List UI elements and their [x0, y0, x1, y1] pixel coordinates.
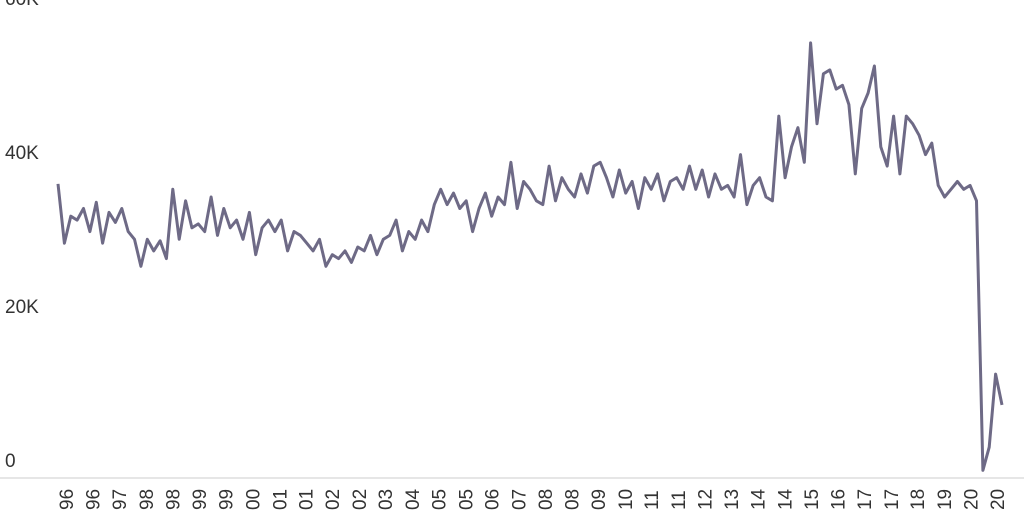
x-tick-label: 20	[988, 489, 1009, 510]
x-tick-label: 97	[110, 489, 131, 510]
y-tick-label: 40K	[5, 143, 39, 164]
x-tick-label: 17	[882, 489, 903, 510]
x-tick-label: 99	[217, 489, 238, 510]
x-tick-label: 17	[855, 489, 876, 510]
x-tick-label: 07	[509, 489, 530, 510]
x-tick-label: 20	[962, 489, 983, 510]
x-tick-label: 11	[669, 490, 690, 510]
x-tick-label: 96	[83, 489, 104, 510]
x-tick-label: 09	[589, 489, 610, 510]
x-tick-label: 99	[190, 489, 211, 510]
x-tick-label: 01	[270, 489, 291, 510]
x-tick-label: 06	[483, 489, 504, 510]
x-tick-label: 01	[296, 489, 317, 510]
x-tick-label: 14	[749, 488, 770, 510]
x-tick-label: 13	[722, 489, 743, 510]
x-tick-label: 14	[775, 488, 796, 510]
x-tick-label: 96	[57, 489, 78, 510]
x-tick-label: 18	[908, 489, 929, 510]
x-tick-label: 98	[137, 489, 158, 510]
x-tick-label: 03	[376, 489, 397, 510]
x-tick-label: 04	[403, 488, 424, 510]
y-tick-label: 60K	[5, 0, 39, 10]
y-tick-label: 0	[5, 451, 16, 472]
x-tick-label: 02	[323, 489, 344, 510]
x-tick-label: 16	[828, 489, 849, 510]
x-tick-label: 05	[457, 489, 478, 510]
x-tick-label: 10	[616, 489, 637, 510]
x-tick-label: 05	[430, 489, 451, 510]
x-tick-label: 12	[696, 489, 717, 510]
x-tick-label: 98	[164, 489, 185, 510]
x-tick-label: 15	[802, 489, 823, 510]
x-tick-label: 08	[562, 489, 583, 510]
x-tick-label: 11	[642, 490, 663, 510]
line-series	[56, 41, 1004, 472]
x-tick-label: 08	[536, 489, 557, 510]
x-tick-label: 02	[350, 489, 371, 510]
x-tick-label: 00	[243, 489, 264, 510]
x-tick-label: 19	[935, 489, 956, 510]
y-tick-label: 20K	[5, 297, 39, 318]
